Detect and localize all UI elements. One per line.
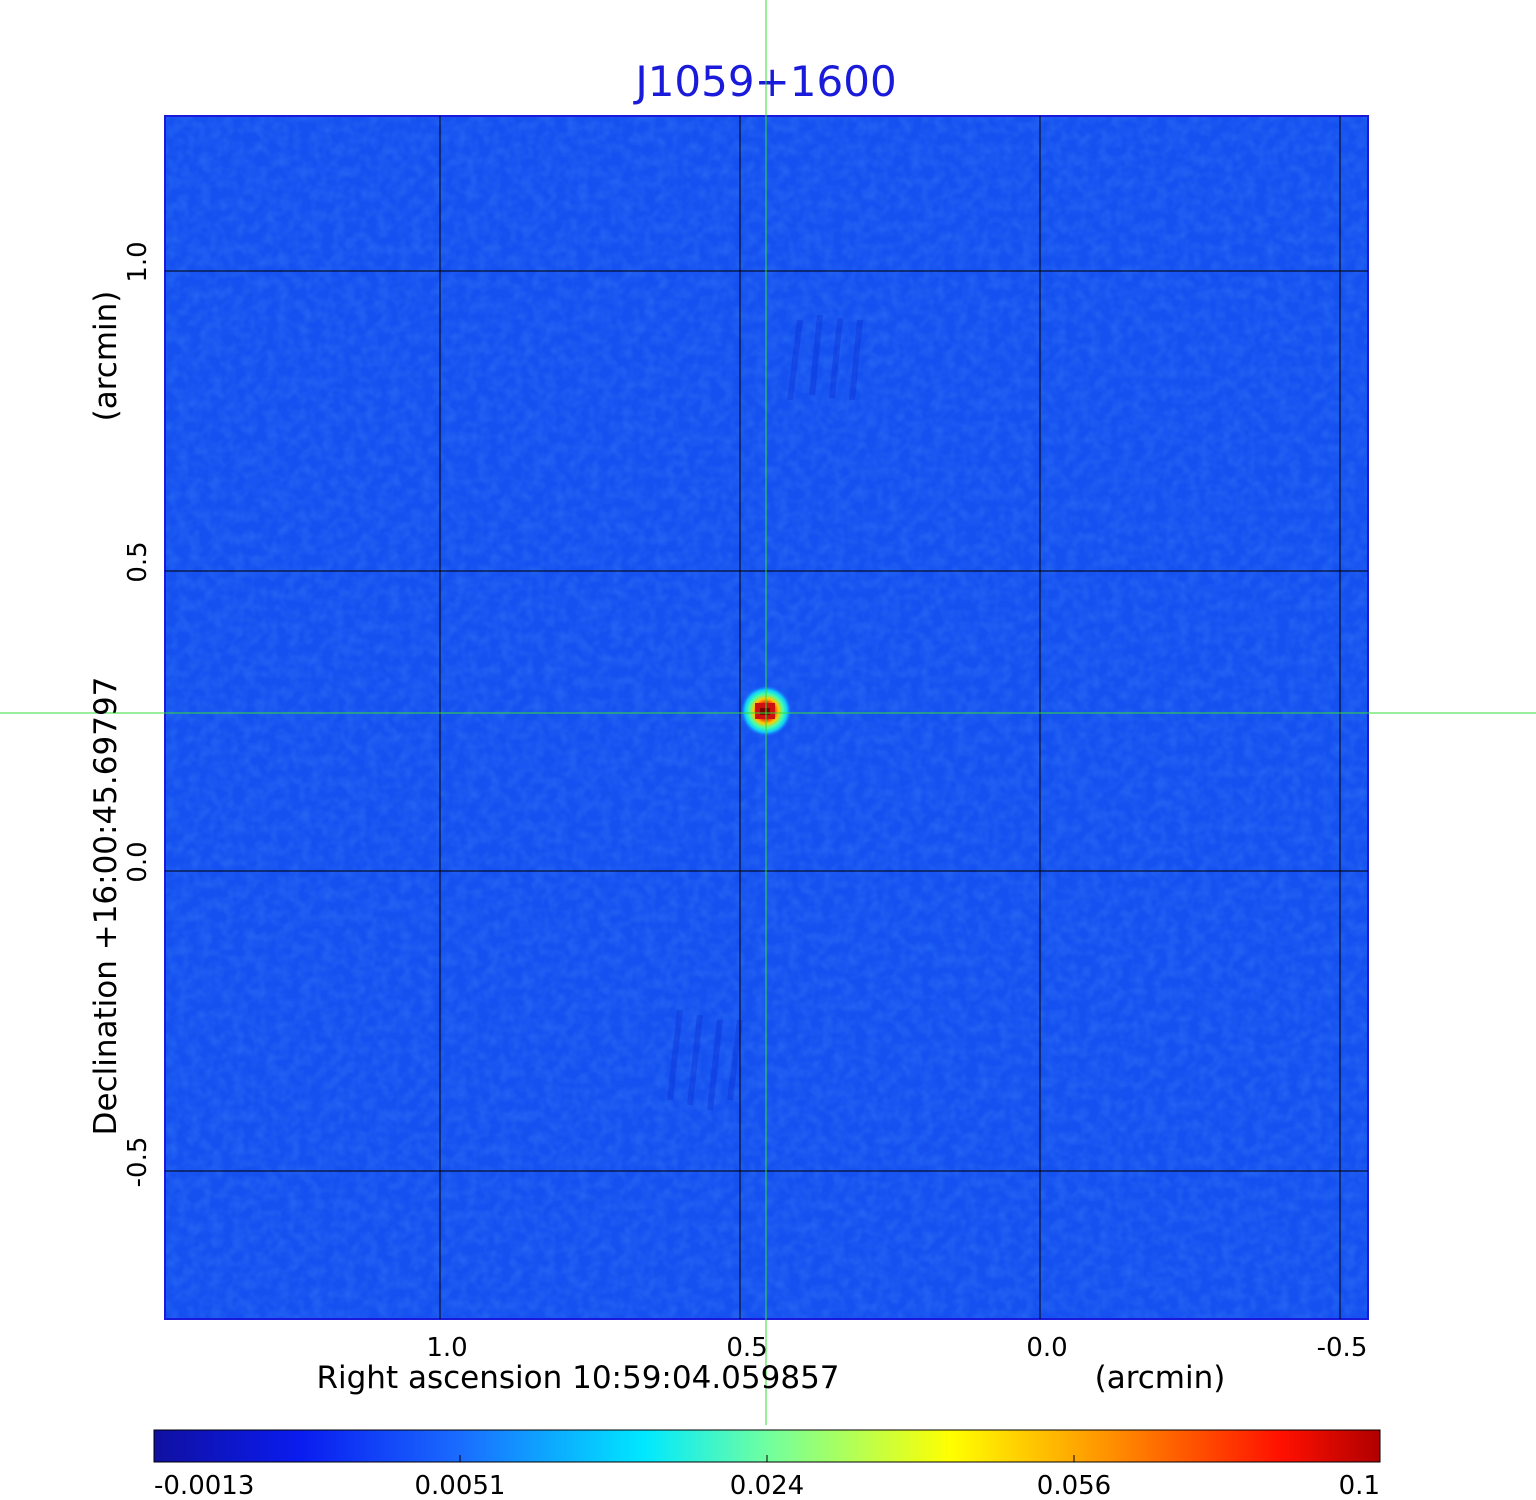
y-tick-labels: 1.0 0.5 0.0 -0.5 xyxy=(123,241,153,1187)
y-tick-label: 0.5 xyxy=(123,541,153,582)
source-peak xyxy=(760,708,770,715)
sidelobe-streaks xyxy=(667,314,863,1111)
y-axis-label: Declination +16:00:45.69797 xyxy=(88,677,124,1136)
figure-title: J1059+1600 xyxy=(632,57,896,106)
y-tick-label: 0.0 xyxy=(123,841,153,882)
colorbar-ticks xyxy=(459,1455,1075,1462)
colorbar-tick-label: 0.056 xyxy=(1037,1471,1111,1500)
colorbar-tick-label: -0.0013 xyxy=(154,1471,254,1500)
x-axis-label: Right ascension 10:59:04.059857 xyxy=(316,1360,839,1396)
x-axis-unit: (arcmin) xyxy=(1095,1360,1226,1396)
x-tick-label: -0.5 xyxy=(1317,1333,1368,1363)
x-tick-labels: 1.0 0.5 0.0 -0.5 xyxy=(426,1333,1367,1363)
crosshair[interactable] xyxy=(0,0,1536,1425)
x-tick-label: 1.0 xyxy=(426,1333,467,1363)
colorbar-tick-label: 0.0051 xyxy=(415,1471,506,1500)
colorbar-tick-label: 0.1 xyxy=(1339,1471,1380,1500)
colorbar-tick-labels: -0.0013 0.0051 0.024 0.056 0.1 xyxy=(154,1471,1380,1500)
x-tick-label: 0.0 xyxy=(1026,1333,1067,1363)
colorbar-tick-label: 0.024 xyxy=(730,1471,804,1500)
x-tick-label: 0.5 xyxy=(726,1333,767,1363)
y-axis-unit: (arcmin) xyxy=(88,291,124,422)
y-tick-label: 1.0 xyxy=(123,241,153,282)
y-tick-label: -0.5 xyxy=(123,1137,153,1188)
